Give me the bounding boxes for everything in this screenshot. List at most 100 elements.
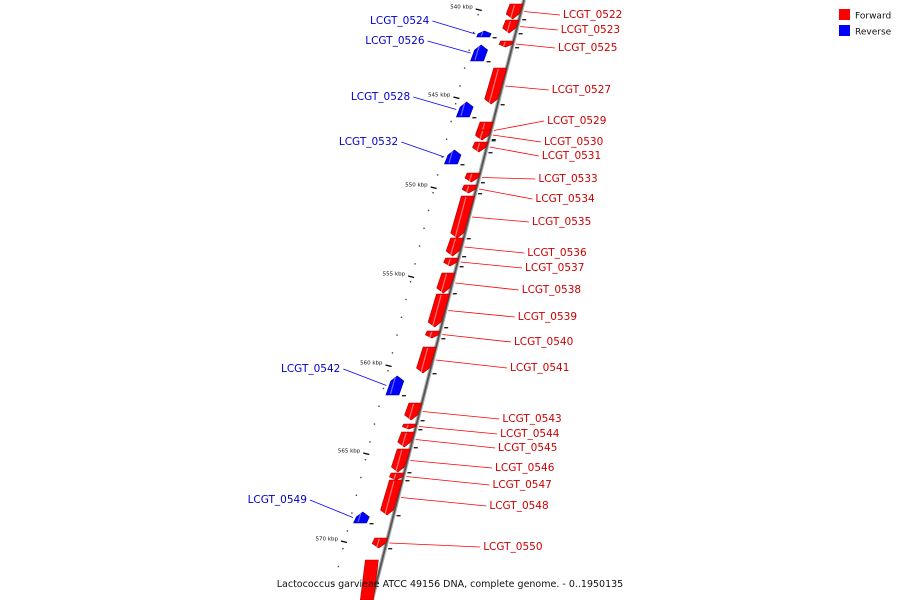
gene-end-mark [466, 238, 471, 240]
minor-tick [369, 441, 371, 443]
gene-end-mark [420, 420, 425, 422]
leader-line [524, 11, 561, 16]
gene-body [397, 431, 416, 448]
gene-end-mark [459, 266, 464, 268]
gene-LCGT_0541 [416, 346, 437, 375]
gene-end-mark [491, 140, 496, 142]
leader-line [492, 134, 542, 143]
minor-tick [418, 245, 421, 247]
gene-offscreen [360, 559, 379, 600]
gene-end-mark [488, 152, 493, 154]
tick-label: 570 kbp [316, 537, 339, 543]
gene-LCGT_0550 [371, 537, 393, 550]
leader-line [422, 411, 500, 420]
gene-label: LCGT_0536 [527, 247, 587, 259]
major-tick [340, 540, 348, 544]
gene-label: LCGT_0550 [483, 541, 542, 553]
gene-label: LCGT_0524 [370, 15, 430, 27]
gene-highlight [440, 273, 447, 293]
minor-tick [432, 192, 434, 194]
gene-LCGT_0543 [404, 402, 425, 422]
gene-LCGT_0523 [502, 19, 523, 35]
gene-LCGT_0531 [472, 141, 493, 154]
gene-label: LCGT_0525 [558, 42, 617, 54]
minor-tick [459, 85, 461, 87]
gene-body [464, 172, 481, 183]
gene-label: LCGT_0546 [495, 462, 555, 474]
gene-highlight [393, 473, 397, 480]
minor-tick [409, 281, 412, 283]
gene-LCGT_0522 [505, 3, 527, 21]
gene-body [450, 195, 475, 239]
gene-highlight [488, 68, 499, 104]
gene-LCGT_0545 [397, 431, 418, 449]
gene-body [461, 184, 478, 194]
gene-highlight [474, 45, 480, 61]
gene-LCGT_0544 [401, 423, 423, 431]
gene-label: LCGT_0522 [563, 9, 622, 21]
minor-tick [337, 565, 340, 568]
legend-forward-label: Forward [855, 12, 891, 22]
gene-body [424, 330, 441, 339]
gene-body [401, 423, 418, 430]
tick-label: 540 kbp [450, 5, 473, 11]
gene-label: LCGT_0533 [538, 173, 597, 185]
minor-tick [396, 334, 398, 336]
gene-label: LCGT_0547 [493, 479, 552, 491]
gene-label: LCGT_0548 [489, 500, 548, 512]
gene-end-mark [444, 327, 449, 329]
gene-highlight [420, 347, 429, 373]
gene-LCGT_0527 [484, 67, 508, 106]
major-tick [430, 186, 437, 190]
gene-body [443, 257, 460, 267]
leader-line [400, 497, 487, 507]
gene-LCGT_0538 [436, 272, 457, 295]
gene-highlight [401, 432, 407, 447]
gene-end-mark [441, 338, 446, 340]
minor-tick [454, 103, 457, 105]
leader-line [520, 26, 558, 31]
gene-end-mark [478, 193, 483, 195]
gene-label: LCGT_0529 [547, 115, 606, 127]
gene-body [436, 272, 456, 294]
leader-line [432, 20, 476, 35]
gene-LCGT_0526 [470, 44, 491, 63]
minor-tick [445, 138, 448, 140]
gene-LCGT_0532 [444, 149, 465, 166]
gene-body [385, 375, 405, 396]
minor-tick [351, 512, 353, 514]
gene-highlight [429, 331, 433, 338]
gene-label: LCGT_0539 [518, 311, 577, 323]
gene-LCGT_0530 [475, 129, 496, 142]
leader-line [427, 40, 471, 54]
gene-highlight [432, 294, 442, 327]
tick-label: 550 kbp [405, 183, 428, 189]
gene-highlight [448, 150, 454, 164]
gene-LCGT_0536 [445, 237, 467, 258]
minor-tick [333, 583, 335, 585]
leader-line [460, 261, 523, 269]
gene-end-mark [518, 33, 523, 35]
legend: Forward Reverse [839, 9, 892, 38]
gene-LCGT_0539 [427, 293, 450, 329]
gene-highlight [450, 238, 456, 256]
gene-highlight [384, 480, 395, 515]
minor-tick [405, 298, 407, 301]
minor-tick [387, 370, 389, 372]
leader-lines [309, 11, 561, 548]
gene-label: LCGT_0523 [561, 24, 620, 36]
gene-body [505, 3, 524, 20]
gene-label: LCGT_0535 [532, 216, 591, 228]
minor-tick [414, 263, 416, 265]
gene-end-mark [492, 37, 497, 39]
leader-line [515, 43, 556, 49]
gene-end-mark [388, 548, 393, 550]
gene-body [445, 237, 465, 257]
minor-tick [400, 316, 403, 318]
minor-tick [463, 67, 466, 69]
gene-LCGT_0533 [464, 172, 485, 184]
leader-line [401, 141, 445, 158]
gene-label: LCGT_0538 [522, 284, 581, 296]
leader-line [442, 334, 511, 343]
